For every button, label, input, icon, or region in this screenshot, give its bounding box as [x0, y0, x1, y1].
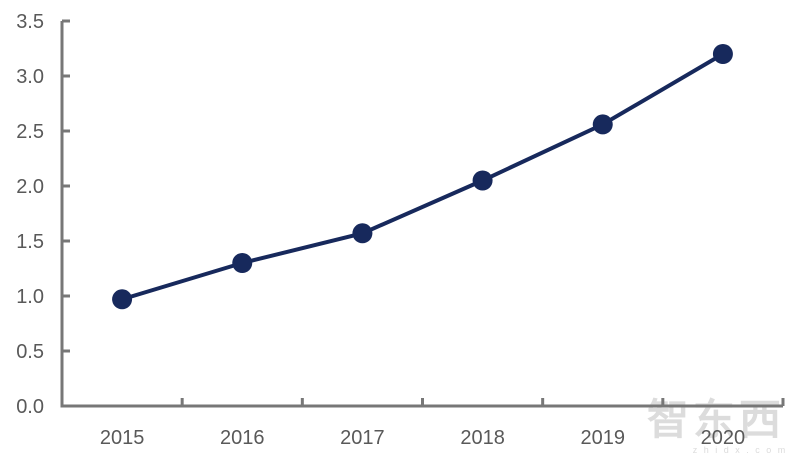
watermark: 智东西 z h i d x . c o m [647, 396, 788, 455]
y-axis-tick-label: 2.5 [16, 121, 44, 143]
series-line [120, 52, 725, 302]
y-axis-tick-label: 0.5 [16, 341, 44, 363]
x-axis-tick-label: 2015 [100, 427, 145, 449]
data-point-2016 [232, 253, 253, 273]
data-point-2020 [712, 44, 733, 64]
y-axis-tick-label: 0.0 [16, 396, 44, 418]
watermark-logo-text: 智东西 [647, 396, 785, 443]
data-point-2019 [592, 114, 613, 135]
x-axis-tick-labels: 2015 2016 2017 2018 2019 2020 [100, 427, 745, 449]
y-axis-tick-label: 1.0 [16, 286, 44, 308]
x-axis-tick-label: 2018 [460, 427, 505, 449]
x-axis-tick-label: 2020 [701, 427, 746, 449]
y-axis-tick-label: 3.0 [16, 66, 44, 88]
data-point-2018 [472, 170, 493, 191]
data-series [112, 44, 733, 310]
axes [60, 19, 785, 408]
data-point-2015 [112, 289, 133, 310]
x-axis-tick-label: 2017 [340, 427, 385, 449]
y-axis-tick-labels: 0.0 0.5 1.0 1.5 2.0 2.5 3.0 3.5 [16, 11, 44, 418]
y-axis-tick-label: 3.5 [16, 11, 44, 33]
data-point-2017 [352, 223, 373, 244]
axis-spines [60, 21, 783, 408]
y-axis-tick-label: 1.5 [16, 231, 44, 253]
y-axis-tick-label: 2.0 [16, 176, 44, 198]
x-axis-tick-label: 2019 [581, 427, 626, 449]
watermark-url-text: z h i d x . c o m [693, 445, 788, 455]
x-axis-tick-label: 2016 [220, 427, 265, 449]
